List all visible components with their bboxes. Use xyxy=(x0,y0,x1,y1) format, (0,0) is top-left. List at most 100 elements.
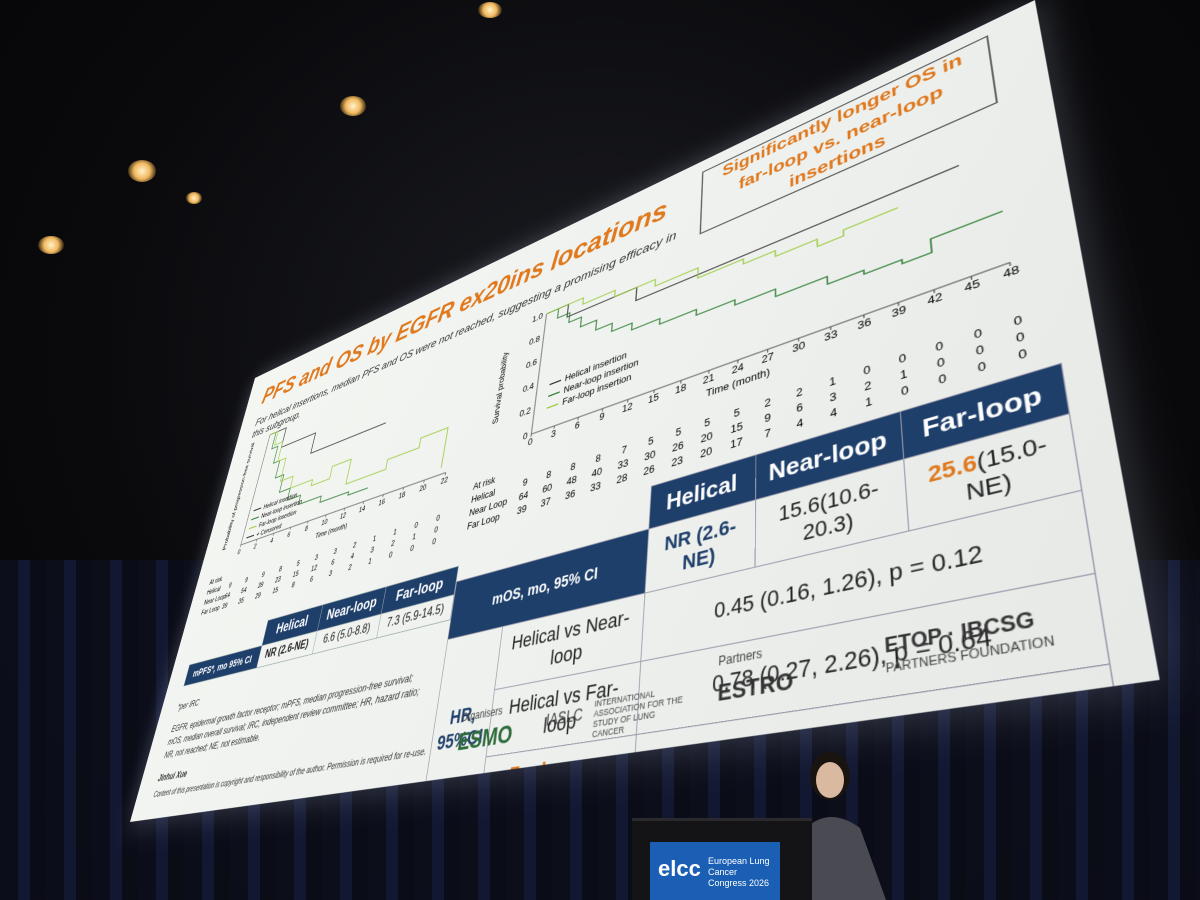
at-risk-count: 3 xyxy=(333,547,339,558)
x-tick-label: 16 xyxy=(377,497,386,509)
at-risk-count: 26 xyxy=(672,441,684,456)
at-risk-count: 7 xyxy=(621,445,627,458)
x-tick-label: 12 xyxy=(622,402,633,416)
at-risk-count: 28 xyxy=(616,473,628,488)
x-tick-label: 36 xyxy=(857,317,871,333)
ceiling-light xyxy=(478,2,502,18)
at-risk-count: 33 xyxy=(617,458,629,473)
at-risk-count: 0 xyxy=(388,550,394,561)
ceiling-light xyxy=(186,192,202,204)
at-risk-count: 0 xyxy=(433,525,439,536)
at-risk-count: 2 xyxy=(864,380,872,395)
at-risk-count: 6 xyxy=(330,558,336,569)
legend-swatch xyxy=(548,392,560,396)
x-tick-label: 8 xyxy=(304,524,309,534)
at-risk-count: 8 xyxy=(290,580,296,590)
at-risk-count: 40 xyxy=(591,467,602,481)
at-risk-count: 9 xyxy=(227,581,232,591)
at-risk-count: 0 xyxy=(935,341,944,356)
x-tick-label: 24 xyxy=(732,362,744,377)
at-risk-count: 0 xyxy=(901,385,909,400)
at-risk-count: 5 xyxy=(296,559,301,569)
x-axis-label: Time (month) xyxy=(314,521,348,541)
x-tick-label: 45 xyxy=(964,278,981,295)
at-risk-count: 0 xyxy=(1018,348,1028,364)
at-risk-count: 60 xyxy=(542,483,553,497)
at-risk-count: 0 xyxy=(898,353,906,368)
legend-swatch xyxy=(254,508,262,511)
at-risk-count: 1 xyxy=(900,369,908,384)
pfs-plot: Probability of progression-free survival… xyxy=(200,334,490,618)
x-tick-label: 14 xyxy=(358,504,367,516)
x-tick-label: 6 xyxy=(286,530,291,540)
at-risk-count: 0 xyxy=(973,328,982,343)
at-risk-count: 39 xyxy=(221,601,229,612)
x-tick-label: 6 xyxy=(574,421,580,433)
at-risk-count: 30 xyxy=(644,450,656,465)
at-risk-count: 20 xyxy=(701,431,713,446)
at-risk-count: 37 xyxy=(540,497,551,511)
at-risk-count: 4 xyxy=(350,552,356,563)
x-tick-label: 39 xyxy=(892,305,907,322)
x-tick-label: 12 xyxy=(339,511,347,522)
at-risk-count: 3 xyxy=(829,392,836,406)
congress-name: European Lung Cancer Congress 2026 xyxy=(708,856,770,888)
at-risk-count: 0 xyxy=(937,357,946,372)
at-risk-count: 39 xyxy=(257,580,265,591)
at-risk-count: 9 xyxy=(244,576,249,586)
at-risk-count: 0 xyxy=(1013,315,1023,330)
at-risk-count: 0 xyxy=(409,543,415,554)
x-tick-label: 0 xyxy=(236,548,241,558)
at-risk-count: 6 xyxy=(796,402,803,416)
legend-swatch xyxy=(249,526,257,529)
slide: PFS and OS by EGFR ex20ins locations For… xyxy=(129,0,1160,822)
x-tick-label: 22 xyxy=(440,475,449,487)
at-risk-count: 0 xyxy=(863,365,871,379)
at-risk-count: 64 xyxy=(223,591,231,602)
at-risk-count: 9 xyxy=(764,413,770,427)
at-risk-count: 12 xyxy=(310,563,318,574)
at-risk-count: 5 xyxy=(734,408,740,421)
confidence-interval: (15.0-NE) xyxy=(964,430,1049,506)
at-risk-count: 3 xyxy=(314,553,319,563)
at-risk-count: 8 xyxy=(595,454,601,467)
at-risk-count: 9 xyxy=(522,478,528,490)
at-risk-count: 3 xyxy=(328,569,334,580)
at-risk-count: 5 xyxy=(704,417,710,430)
y-axis-label: Survival probability xyxy=(492,350,511,425)
axis xyxy=(531,314,546,434)
at-risk-count: 8 xyxy=(570,462,576,474)
ceiling-light xyxy=(340,96,366,116)
tick-mark xyxy=(240,545,241,547)
at-risk-count: 2 xyxy=(352,540,358,551)
at-risk-count: 6 xyxy=(309,575,315,586)
at-risk-count: 1 xyxy=(411,532,417,543)
author: Jinhui Xue xyxy=(156,767,189,784)
elcc-logo: elcc xyxy=(658,856,701,881)
at-risk-count: 1 xyxy=(372,534,378,545)
at-risk-count: 39 xyxy=(516,504,527,518)
at-risk-count: 15 xyxy=(730,422,743,438)
at-risk-count: 35 xyxy=(237,596,245,607)
at-risk-count: 1 xyxy=(392,527,398,538)
y-axis-label: Probability of progression-free survival xyxy=(222,441,257,550)
x-tick-label: 20 xyxy=(418,483,427,495)
at-risk-count: 2 xyxy=(347,563,353,574)
x-tick-label: 2 xyxy=(253,542,258,552)
at-risk-count: 26 xyxy=(643,464,655,479)
at-risk-count: 0 xyxy=(938,373,947,388)
x-tick-label: 0 xyxy=(527,437,533,449)
at-risk-count: 0 xyxy=(1016,331,1026,347)
at-risk-count: 33 xyxy=(590,481,602,495)
x-tick-label: 4 xyxy=(269,536,274,546)
x-tick-label: 33 xyxy=(824,329,838,345)
podium-screen: elcc European Lung Cancer Congress 2026 xyxy=(650,842,780,900)
at-risk-count: 54 xyxy=(240,586,248,597)
at-risk-count: 5 xyxy=(675,427,681,440)
x-tick-label: 18 xyxy=(398,490,407,502)
at-risk-count: 9 xyxy=(261,570,266,580)
at-risk-count: 2 xyxy=(796,387,803,401)
x-tick-label: 30 xyxy=(792,341,805,357)
